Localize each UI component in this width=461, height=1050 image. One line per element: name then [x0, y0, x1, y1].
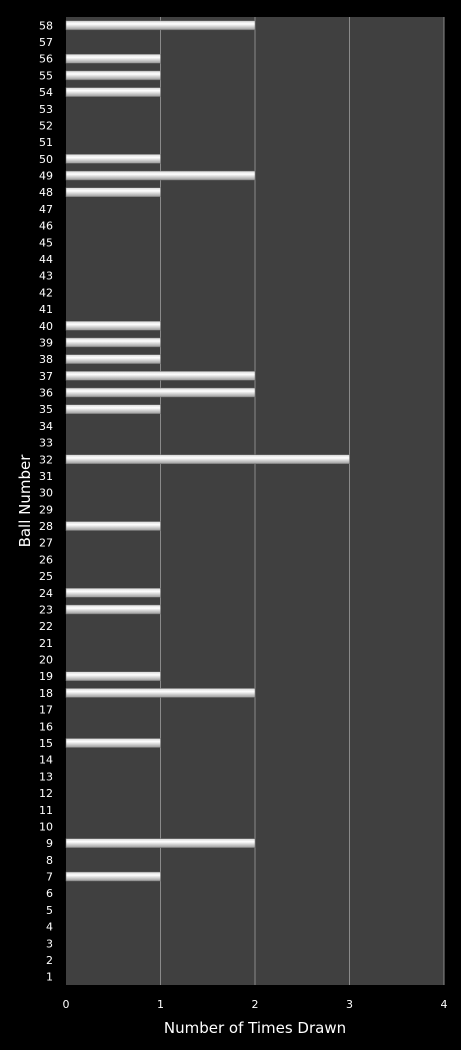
bar-48	[65, 187, 161, 197]
y-tick-label: 43	[39, 270, 53, 283]
bar-7	[65, 871, 161, 882]
y-tick-label: 41	[39, 303, 53, 316]
y-tick-label: 19	[39, 670, 53, 683]
y-tick-label: 14	[39, 754, 53, 767]
y-tick-label: 37	[39, 370, 53, 383]
bar-28	[65, 521, 161, 531]
y-tick-label: 16	[39, 720, 53, 733]
bar-24	[65, 588, 161, 598]
y-tick-label: 17	[39, 704, 53, 717]
y-tick-label: 55	[39, 69, 53, 82]
x-tick-label: 2	[252, 998, 259, 1011]
bar-49	[65, 170, 256, 181]
bar-58	[65, 20, 256, 31]
bar-50	[65, 154, 161, 164]
y-tick-label: 18	[39, 687, 53, 700]
y-tick-label: 26	[39, 553, 53, 566]
y-tick-label: 23	[39, 603, 53, 616]
y-tick-label: 8	[46, 854, 53, 867]
bar-39	[65, 337, 161, 348]
y-tick-label: 58	[39, 19, 53, 32]
y-tick-label: 4	[46, 921, 53, 934]
y-tick-label: 30	[39, 487, 53, 500]
y-tick-label: 35	[39, 403, 53, 416]
y-tick-label: 32	[39, 453, 53, 466]
bar-18	[65, 688, 256, 698]
y-tick-label: 25	[39, 570, 53, 583]
y-tick-label: 6	[46, 887, 53, 900]
y-tick-label: 31	[39, 470, 53, 483]
bar-19	[65, 671, 161, 681]
x-tick-label: 0	[63, 998, 70, 1011]
bar-36	[65, 387, 256, 398]
y-tick-label: 28	[39, 520, 53, 533]
y-tick-label: 21	[39, 637, 53, 650]
y-axis-title: Ball Number	[16, 454, 34, 548]
y-tick-label: 47	[39, 203, 53, 216]
bar-55	[65, 70, 161, 81]
y-tick-label: 27	[39, 537, 53, 550]
bar-38	[65, 354, 161, 364]
y-tick-labels: 1234567891011121314151617181920212223242…	[39, 19, 53, 983]
y-tick-label: 44	[39, 253, 53, 266]
y-tick-label: 45	[39, 236, 53, 249]
y-tick-label: 51	[39, 136, 53, 149]
y-tick-label: 2	[46, 954, 53, 967]
x-tick-label: 3	[346, 998, 353, 1011]
bar-32	[65, 454, 350, 465]
y-tick-label: 54	[39, 86, 53, 99]
bar-15	[65, 738, 161, 748]
y-tick-label: 53	[39, 103, 53, 116]
y-tick-label: 49	[39, 170, 53, 183]
y-tick-label: 11	[39, 804, 53, 817]
y-tick-label: 29	[39, 503, 53, 516]
y-tick-label: 24	[39, 587, 53, 600]
x-tick-label: 4	[441, 998, 448, 1011]
y-tick-label: 48	[39, 186, 53, 199]
y-tick-label: 20	[39, 654, 53, 667]
bar-9	[65, 838, 256, 848]
y-tick-label: 9	[46, 837, 53, 850]
y-tick-label: 1	[46, 971, 53, 984]
bars	[65, 20, 350, 882]
y-tick-label: 34	[39, 420, 53, 433]
y-tick-label: 15	[39, 737, 53, 750]
x-axis-title: Number of Times Drawn	[164, 1019, 346, 1037]
y-tick-label: 39	[39, 336, 53, 349]
y-tick-label: 12	[39, 787, 53, 800]
y-tick-label: 56	[39, 53, 53, 66]
y-tick-label: 33	[39, 437, 53, 450]
bar-35	[65, 404, 161, 414]
y-tick-label: 40	[39, 320, 53, 333]
y-tick-label: 52	[39, 119, 53, 132]
y-tick-label: 5	[46, 904, 53, 917]
x-tick-label: 1	[157, 998, 164, 1011]
y-tick-label: 57	[39, 36, 53, 49]
y-tick-label: 22	[39, 620, 53, 633]
y-tick-label: 46	[39, 220, 53, 233]
y-tick-label: 38	[39, 353, 53, 366]
x-tick-labels: 0 1 2 3 4	[63, 998, 448, 1011]
bar-54	[65, 87, 161, 97]
bar-56	[65, 53, 161, 64]
y-tick-label: 42	[39, 286, 53, 299]
y-tick-label: 10	[39, 820, 53, 833]
y-tick-label: 13	[39, 770, 53, 783]
bar-40	[65, 321, 161, 331]
bar-37	[65, 371, 256, 381]
y-tick-label: 3	[46, 937, 53, 950]
y-tick-label: 36	[39, 387, 53, 400]
bar-23	[65, 604, 161, 615]
y-tick-label: 7	[46, 871, 53, 884]
y-tick-label: 50	[39, 153, 53, 166]
